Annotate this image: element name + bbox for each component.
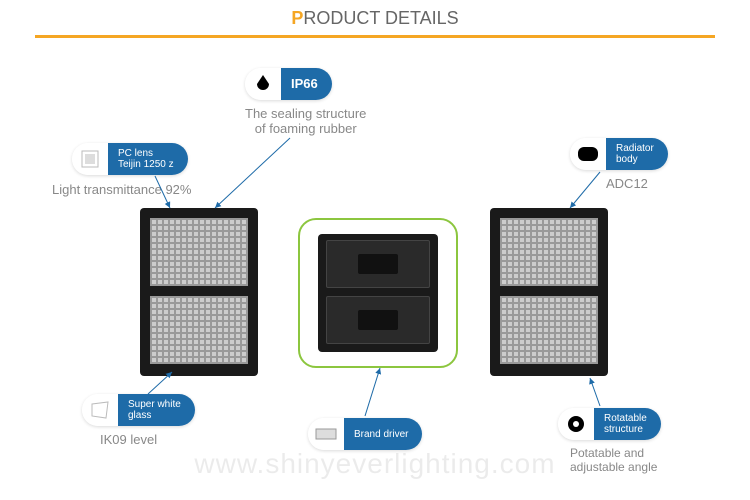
pill-pclens-label: PC lens Teijin 1250 z xyxy=(108,143,188,175)
pill-glass-label: Super white glass xyxy=(118,394,195,426)
callout-glass: Super white glass xyxy=(82,394,195,426)
pill-ip66-label: IP66 xyxy=(281,68,332,100)
product-front-left xyxy=(140,208,258,376)
product-front-right xyxy=(490,208,608,376)
title-rest: RODUCT DETAILS xyxy=(303,8,458,28)
lens-icon xyxy=(72,143,108,175)
title-accent: P xyxy=(291,8,303,28)
pill-pclens: PC lens Teijin 1250 z xyxy=(72,143,188,175)
pill-glass: Super white glass xyxy=(82,394,195,426)
glass-caption: IK09 level xyxy=(100,432,157,447)
callout-rotatable: Rotatable structure xyxy=(558,408,661,440)
canvas: IP66 The sealing structure of foaming ru… xyxy=(0,38,750,498)
pill-radiator-label: Radiator body xyxy=(606,138,668,170)
droplet-icon xyxy=(245,68,281,100)
callout-driver: Brand driver xyxy=(308,418,422,450)
product-center xyxy=(318,234,438,352)
driver-icon xyxy=(308,418,344,450)
rotatable-caption-1: Potatable and xyxy=(570,446,657,460)
glass-icon xyxy=(82,394,118,426)
callout-ip66: IP66 The sealing structure of foaming ru… xyxy=(245,68,366,136)
pill-rotatable: Rotatable structure xyxy=(558,408,661,440)
pclens-caption: Light transmittance 92% xyxy=(52,182,191,197)
pill-ip66: IP66 xyxy=(245,68,332,100)
pill-driver-label: Brand driver xyxy=(344,418,422,450)
pill-rotatable-label: Rotatable structure xyxy=(594,408,661,440)
pill-radiator: Radiator body xyxy=(570,138,668,170)
header: PRODUCT DETAILS xyxy=(0,0,750,38)
callout-radiator: Radiator body xyxy=(570,138,668,170)
page-title: PRODUCT DETAILS xyxy=(0,8,750,29)
callout-pclens: PC lens Teijin 1250 z xyxy=(72,143,188,175)
ip66-caption-2: of foaming rubber xyxy=(245,121,366,136)
radiator-caption: ADC12 xyxy=(606,176,648,191)
pill-driver: Brand driver xyxy=(308,418,422,450)
radiator-icon xyxy=(570,138,606,170)
rotatable-caption-2: adjustable angle xyxy=(570,460,657,474)
ip66-caption-1: The sealing structure xyxy=(245,106,366,121)
rotatable-icon xyxy=(558,408,594,440)
